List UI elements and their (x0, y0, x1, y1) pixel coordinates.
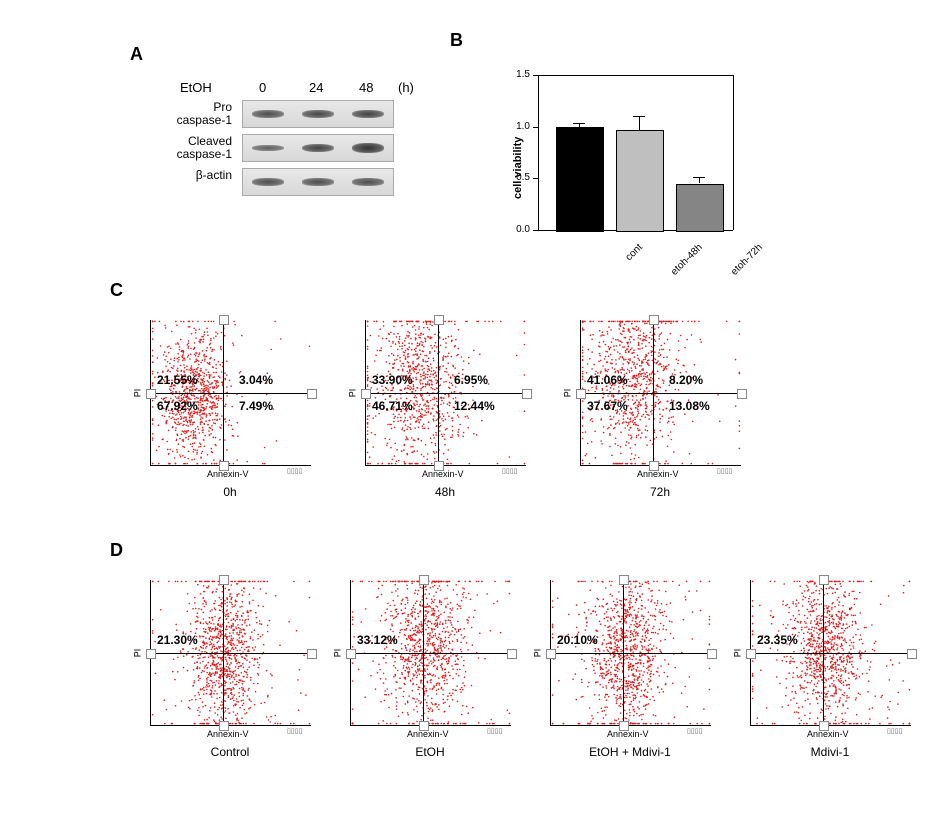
flow-ylabel: PI (332, 648, 342, 657)
panel-d-flow-plot: 33.12%PIAnnexin-V▯▯▯▯ (350, 580, 511, 726)
flow-caption: Mdivi-1 (750, 745, 910, 759)
chart-ytick: 1.5 (506, 69, 530, 80)
wb-band (252, 110, 285, 118)
wb-lane (242, 134, 394, 162)
wb-band (302, 144, 335, 153)
flow-caption: EtOH (350, 745, 510, 759)
flow-pct-ul: 21.55% (157, 373, 198, 387)
flow-caption: 72h (580, 485, 740, 499)
chart-bar (616, 130, 664, 232)
flow-xlabel: Annexin-V (207, 469, 249, 479)
panel-label-a: A (130, 44, 143, 65)
flow-pct-ur: 3.04% (239, 373, 273, 387)
flow-ylabel: PI (532, 648, 542, 657)
wb-band (252, 145, 285, 151)
panel-label-b: B (450, 30, 463, 51)
flow-caption: 0h (150, 485, 310, 499)
wb-row-label: Procaspase-1 (160, 101, 232, 127)
flow-pct-ll: 46.71% (372, 399, 413, 413)
chart-ylabel: cell viability (512, 119, 524, 199)
flow-pct-ul: 33.90% (372, 373, 413, 387)
flow-caption: 48h (365, 485, 525, 499)
chart-bar (676, 184, 724, 233)
wb-timepoint: 0 (259, 80, 266, 95)
chart-xlabel: cont (595, 242, 645, 292)
flow-pct-ur: 6.95% (454, 373, 488, 387)
chart-ytick: 0.0 (506, 224, 530, 235)
flow-xlabel: Annexin-V (207, 729, 249, 739)
wb-band (302, 178, 335, 186)
flow-xlabel: Annexin-V (407, 729, 449, 739)
flow-ylabel: PI (132, 388, 142, 397)
flow-ylabel: PI (732, 648, 742, 657)
flow-pct-lr: 7.49% (239, 399, 273, 413)
panel-label-c: C (110, 280, 123, 301)
flow-pct-ul: 23.35% (757, 633, 798, 647)
panel-d-flow-plot: 20.10%PIAnnexin-V▯▯▯▯ (550, 580, 711, 726)
flow-ylabel: PI (347, 388, 357, 397)
chart-bar (556, 127, 604, 232)
flow-pct-ll: 67.92% (157, 399, 198, 413)
chart-xlabel: etoh-72h (715, 242, 765, 292)
flow-ylabel: PI (562, 388, 572, 397)
panel-b-bar-chart: 0.00.51.01.5cell viabilitycontetoh-48het… (480, 60, 760, 270)
wb-timepoint: 24 (309, 80, 323, 95)
wb-unit: (h) (398, 80, 414, 95)
flow-xlabel: Annexin-V (607, 729, 649, 739)
panel-d-flow-plot: 23.35%PIAnnexin-V▯▯▯▯ (750, 580, 911, 726)
wb-lane (242, 168, 394, 196)
flow-pct-ul: 41.06% (587, 373, 628, 387)
wb-header-etoh: EtOH (180, 80, 212, 95)
flow-pct-ll: 37.67% (587, 399, 628, 413)
chart-xlabel: etoh-48h (655, 242, 705, 292)
flow-pct-ul: 20.10% (557, 633, 598, 647)
panel-c-flow-plot: 33.90%6.95%46.71%12.44%PIAnnexin-V▯▯▯▯ (365, 320, 526, 466)
flow-pct-ul: 21.30% (157, 633, 198, 647)
flow-pct-ur: 8.20% (669, 373, 703, 387)
panel-c-flow-plot: 21.55%3.04%67.92%7.49%PIAnnexin-V▯▯▯▯ (150, 320, 311, 466)
wb-band (352, 110, 385, 119)
wb-band (352, 143, 385, 153)
flow-pct-ul: 33.12% (357, 633, 398, 647)
wb-row-label: Cleavedcaspase-1 (160, 135, 232, 161)
flow-pct-lr: 13.08% (669, 399, 710, 413)
flow-ylabel: PI (132, 648, 142, 657)
flow-pct-lr: 12.44% (454, 399, 495, 413)
flow-xlabel: Annexin-V (807, 729, 849, 739)
wb-band (352, 178, 385, 186)
wb-band (302, 110, 335, 118)
wb-band (252, 178, 285, 186)
flow-caption: Control (150, 745, 310, 759)
panel-d-flow-plot: 21.30%PIAnnexin-V▯▯▯▯ (150, 580, 311, 726)
panel-c-flow-plot: 41.06%8.20%37.67%13.08%PIAnnexin-V▯▯▯▯ (580, 320, 741, 466)
wb-lane (242, 100, 394, 128)
panel-label-d: D (110, 540, 123, 561)
flow-xlabel: Annexin-V (422, 469, 464, 479)
wb-timepoint: 48 (359, 80, 373, 95)
flow-xlabel: Annexin-V (637, 469, 679, 479)
wb-row-label: β-actin (160, 169, 232, 182)
flow-caption: EtOH + Mdivi-1 (550, 745, 710, 759)
